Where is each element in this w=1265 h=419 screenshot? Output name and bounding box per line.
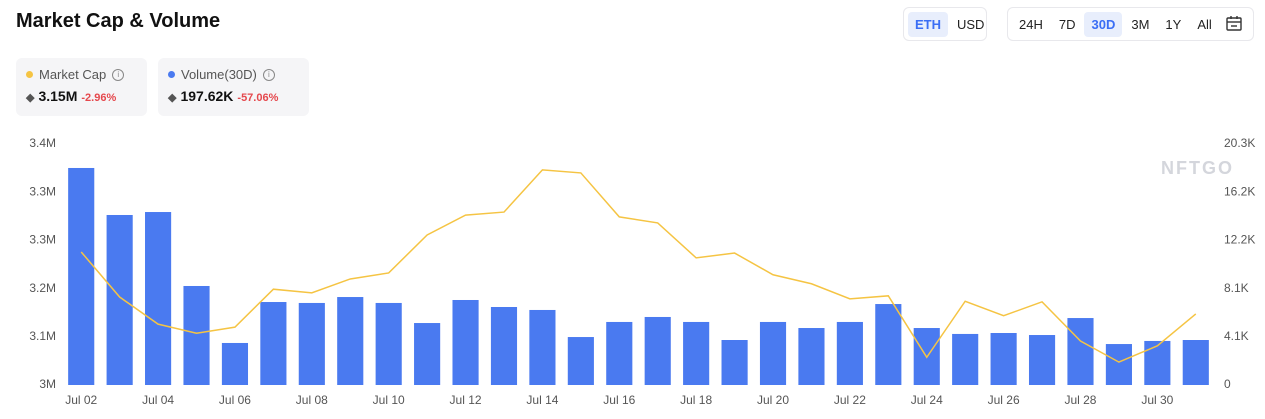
range-button[interactable]: 3M bbox=[1131, 16, 1150, 32]
chart-title: Market Cap & Volume bbox=[16, 10, 221, 32]
y-tick-label: 3.2M bbox=[29, 281, 56, 295]
bar bbox=[759, 321, 787, 385]
bar bbox=[221, 342, 249, 385]
bar bbox=[1028, 335, 1056, 385]
y-tick-label: 3.4M bbox=[29, 136, 56, 150]
x-tick-label: Jul 26 bbox=[988, 393, 1020, 407]
currency-button[interactable]: ETH bbox=[908, 11, 948, 37]
bar bbox=[952, 333, 979, 385]
y2-tick-label: 20.3K bbox=[1224, 136, 1255, 150]
y2-tick-label: 8.1K bbox=[1224, 281, 1249, 295]
x-tick-label: Jul 10 bbox=[373, 393, 405, 407]
stat-value: 197.62K bbox=[180, 88, 234, 104]
x-tick-label: Jul 08 bbox=[296, 393, 328, 407]
y2-tick-label: 12.2K bbox=[1224, 233, 1255, 247]
bar bbox=[875, 304, 902, 385]
bar bbox=[414, 323, 441, 385]
bar bbox=[145, 212, 172, 385]
legend-swatch bbox=[168, 71, 175, 78]
bar bbox=[183, 285, 210, 385]
bar bbox=[644, 316, 671, 385]
legend-label: Market Cap bbox=[39, 67, 107, 82]
bar bbox=[721, 340, 748, 385]
bar bbox=[1182, 340, 1209, 385]
bar bbox=[106, 214, 133, 385]
legend-card: Market Cap i ◆ 3.15M -2.96% bbox=[16, 58, 147, 116]
legend-swatch bbox=[26, 71, 33, 78]
x-tick-label: Jul 06 bbox=[219, 393, 251, 407]
x-tick-label: Jul 18 bbox=[680, 393, 712, 407]
calendar-icon[interactable] bbox=[1225, 15, 1243, 33]
range-button[interactable]: 1Y bbox=[1165, 16, 1182, 32]
currency-button[interactable]: USD bbox=[957, 16, 985, 32]
x-tick-label: Jul 16 bbox=[603, 393, 635, 407]
x-tick-label: Jul 30 bbox=[1141, 393, 1173, 407]
range-button[interactable]: 24H bbox=[1019, 16, 1043, 32]
stat-change: -2.96% bbox=[81, 92, 117, 104]
x-tick-label: Jul 02 bbox=[65, 393, 97, 407]
x-tick-label: Jul 14 bbox=[526, 393, 558, 407]
stat-value: 3.15M bbox=[38, 88, 78, 104]
chart: NFTGO 3M 3.1M 3.2M 3.3M 3.3M 3.4M 0 4.1K 8.1K 12.… bbox=[29, 136, 1255, 407]
y-tick-label: 3M bbox=[39, 377, 56, 391]
watermark: NFTGO bbox=[1161, 158, 1234, 178]
bar bbox=[337, 297, 364, 385]
bar bbox=[683, 321, 710, 385]
y-tick-label: 3.3M bbox=[29, 233, 56, 247]
y-tick-label: 3.1M bbox=[29, 329, 56, 343]
bar bbox=[298, 302, 325, 385]
legend-label: Volume(30D) bbox=[181, 67, 257, 82]
y2-tick-label: 16.2K bbox=[1224, 184, 1255, 198]
currency-toggle: ETH USD bbox=[903, 7, 987, 41]
x-tick-label: Jul 12 bbox=[450, 393, 482, 407]
y-tick-label: 3.3M bbox=[29, 184, 56, 198]
bar bbox=[1105, 344, 1132, 385]
info-icon[interactable]: i bbox=[262, 68, 275, 81]
y2-tick-label: 4.1K bbox=[1224, 329, 1249, 343]
bar bbox=[798, 328, 825, 385]
bar bbox=[260, 302, 287, 385]
x-tick-label: Jul 04 bbox=[142, 393, 174, 407]
bar bbox=[836, 321, 863, 385]
bar bbox=[990, 333, 1017, 385]
range-button[interactable]: All bbox=[1197, 16, 1212, 32]
bar bbox=[375, 302, 402, 385]
y2-tick-label: 0 bbox=[1224, 377, 1231, 391]
bar bbox=[1067, 318, 1094, 385]
x-tick-label: Jul 20 bbox=[757, 393, 789, 407]
line bbox=[80, 169, 1197, 363]
bar bbox=[490, 307, 518, 385]
info-icon[interactable]: i bbox=[112, 68, 125, 81]
bar bbox=[529, 309, 556, 385]
x-tick-label: Jul 24 bbox=[911, 393, 943, 407]
bar bbox=[452, 299, 479, 385]
range-button[interactable]: 30D bbox=[1084, 11, 1123, 37]
bar bbox=[68, 167, 95, 385]
bar bbox=[567, 337, 594, 385]
bar bbox=[606, 321, 633, 385]
stat-change: -57.06% bbox=[237, 92, 279, 104]
range-button[interactable]: 7D bbox=[1058, 16, 1076, 32]
legend-card: Volume(30D) i ◆ 197.62K -57.06% bbox=[158, 58, 309, 116]
x-tick-label: Jul 22 bbox=[834, 393, 866, 407]
bar bbox=[1144, 340, 1171, 385]
range-toggle: 24H 7D 30D 3M 1Y All bbox=[1007, 7, 1254, 41]
x-tick-label: Jul 28 bbox=[1064, 393, 1096, 407]
